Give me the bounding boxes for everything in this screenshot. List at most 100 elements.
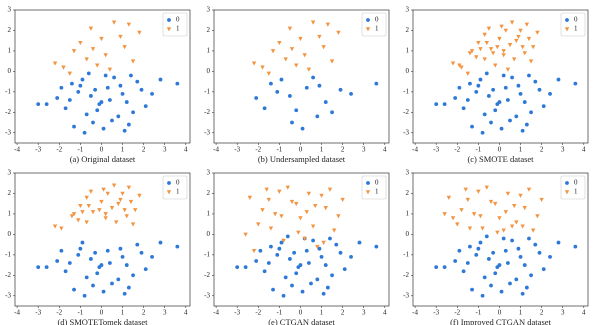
point	[478, 214, 483, 219]
x-tick-label: 0	[299, 309, 303, 317]
x-tick-label: -4	[213, 309, 219, 317]
point	[105, 85, 110, 90]
y-tick-label: -2	[403, 108, 409, 116]
point	[493, 108, 498, 113]
point	[484, 71, 489, 76]
x-tick-label: 1	[320, 309, 324, 317]
point	[453, 96, 458, 100]
point	[277, 246, 282, 251]
point	[243, 265, 248, 270]
point	[480, 226, 485, 231]
x-tick-label: -1	[475, 146, 481, 154]
legend-label: 1	[574, 188, 578, 196]
y-tick-label: 1	[406, 210, 410, 218]
point	[461, 106, 466, 111]
y-tick-label: -3	[403, 128, 409, 136]
point	[321, 291, 326, 296]
y-tick-label: 3	[207, 169, 211, 177]
point	[70, 81, 74, 86]
point	[95, 271, 100, 276]
point	[516, 34, 521, 40]
point	[556, 240, 561, 245]
point	[271, 287, 275, 292]
point	[524, 22, 530, 27]
x-tick-label: -4	[412, 309, 418, 317]
point	[86, 203, 91, 209]
point	[514, 114, 519, 119]
point	[283, 275, 288, 280]
point	[474, 89, 479, 94]
point	[527, 236, 531, 241]
y-tick-label: 0	[8, 67, 12, 75]
point	[518, 193, 523, 198]
point	[311, 75, 315, 80]
point	[573, 244, 578, 249]
point	[526, 187, 532, 192]
point	[294, 63, 299, 68]
point	[529, 273, 533, 278]
point	[78, 40, 83, 46]
x-tick-label: -3	[433, 309, 439, 317]
point	[306, 67, 312, 72]
y-tick-label: -3	[5, 128, 11, 136]
point	[105, 191, 110, 196]
y-tick-label: 3	[207, 6, 211, 14]
point	[91, 120, 95, 125]
point	[509, 224, 515, 229]
point	[95, 63, 100, 68]
point	[120, 191, 125, 196]
point	[522, 51, 527, 56]
legend-box	[560, 175, 586, 200]
x-tick-label: 2	[142, 309, 146, 317]
point	[285, 234, 290, 239]
point	[319, 193, 324, 198]
y-tick-label: -3	[204, 291, 210, 299]
point	[110, 118, 114, 123]
point	[36, 102, 41, 107]
point	[269, 81, 273, 86]
point	[529, 110, 533, 115]
point	[266, 71, 272, 76]
point	[323, 100, 328, 104]
point	[82, 293, 87, 298]
point	[91, 283, 95, 288]
point	[99, 36, 104, 42]
legend-label: 0	[176, 179, 180, 187]
point	[304, 210, 309, 215]
point	[59, 85, 64, 90]
point	[129, 73, 133, 78]
point	[434, 102, 439, 107]
point	[315, 114, 320, 119]
legend-marker	[365, 190, 371, 195]
point	[275, 89, 280, 94]
point	[374, 244, 379, 249]
point	[84, 220, 89, 225]
point	[101, 126, 106, 131]
point	[503, 85, 508, 90]
legend-label: 1	[574, 25, 578, 33]
point	[317, 34, 322, 40]
y-tick-label: -2	[204, 108, 210, 116]
point	[501, 73, 506, 78]
point	[516, 246, 521, 251]
axes-frame	[213, 9, 390, 144]
point	[357, 240, 362, 245]
point	[59, 248, 64, 253]
y-tick-label: -1	[204, 250, 210, 258]
point	[101, 289, 106, 294]
point	[82, 130, 87, 135]
point	[72, 124, 76, 129]
x-tick-label: 3	[561, 146, 565, 154]
point	[508, 281, 512, 286]
point	[44, 102, 49, 107]
point	[175, 244, 180, 249]
x-tick-label: -4	[213, 146, 219, 154]
point	[131, 110, 135, 115]
point	[76, 252, 81, 257]
axes-frame	[14, 172, 191, 307]
x-tick-label: 4	[582, 146, 586, 154]
point	[120, 91, 125, 96]
y-tick-label: -1	[403, 87, 409, 95]
point	[275, 252, 280, 257]
point	[374, 81, 379, 86]
